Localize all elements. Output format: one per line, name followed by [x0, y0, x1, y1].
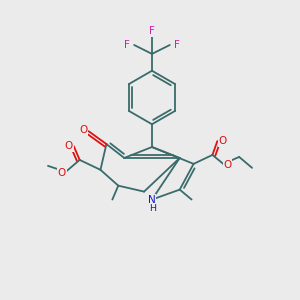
- Text: O: O: [58, 168, 66, 178]
- Text: H: H: [149, 204, 157, 213]
- Text: O: O: [80, 125, 88, 135]
- Text: F: F: [149, 26, 155, 36]
- Text: F: F: [124, 40, 130, 50]
- Text: O: O: [64, 141, 73, 151]
- Text: O: O: [223, 160, 231, 170]
- Text: F: F: [174, 40, 180, 50]
- Text: N: N: [148, 194, 156, 205]
- Text: O: O: [218, 136, 226, 146]
